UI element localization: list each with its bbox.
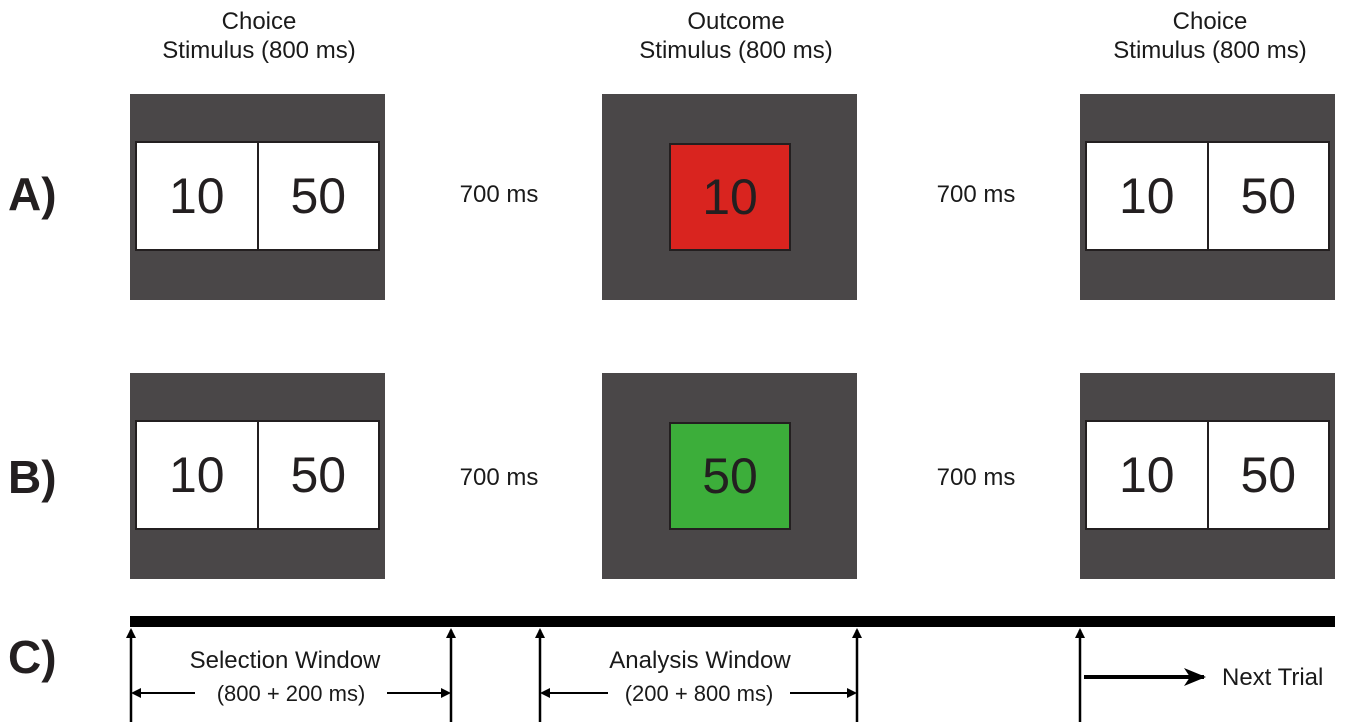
outcome-box-gain: 50	[669, 422, 791, 530]
choice-stimulus-panel: 10 50	[1080, 94, 1335, 300]
choice-options: 10 50	[135, 141, 380, 251]
choice-option-left: 10	[1118, 447, 1175, 503]
outcome-stimulus-panel: 50	[602, 373, 857, 579]
outcome-box-loss: 10	[669, 143, 791, 251]
choice-option-left: 10	[168, 447, 225, 503]
row-label-c: C)	[8, 631, 57, 683]
header-outcome: Outcome Stimulus (800 ms)	[586, 7, 886, 65]
header-line2: Stimulus (800 ms)	[162, 37, 356, 64]
header-line2: Stimulus (800 ms)	[639, 37, 833, 64]
header-line1: Outcome	[687, 8, 785, 35]
choice-option-right: 50	[256, 143, 379, 249]
choice-option-right: 50	[256, 422, 379, 528]
choice-option-left: 10	[1118, 168, 1175, 224]
selection-window-title: Selection Window	[189, 647, 381, 674]
header-choice-left: Choice Stimulus (800 ms)	[109, 7, 409, 65]
outcome-stimulus-panel: 10	[602, 94, 857, 300]
choice-option-left: 10	[168, 168, 225, 224]
row-label-a: A)	[8, 168, 57, 220]
delay-label: 700 ms	[936, 464, 1016, 491]
timeline-bar	[130, 616, 1335, 627]
choice-option-right: 50	[1206, 143, 1329, 249]
next-trial-label: Next Trial	[1222, 664, 1324, 691]
choice-options: 10 50	[1085, 141, 1330, 251]
delay-label: 700 ms	[459, 464, 539, 491]
header-line1: Choice	[1172, 8, 1248, 35]
delay-label: 700 ms	[459, 181, 539, 208]
header-choice-right: Choice Stimulus (800 ms)	[1060, 7, 1353, 65]
choice-options: 10 50	[135, 420, 380, 530]
delay-label: 700 ms	[936, 181, 1016, 208]
selection-window-duration: (800 + 200 ms)	[216, 681, 366, 706]
analysis-window-duration: (200 + 800 ms)	[624, 681, 774, 706]
choice-options: 10 50	[1085, 420, 1330, 530]
choice-option-right: 50	[1206, 422, 1329, 528]
analysis-window-title: Analysis Window	[609, 647, 791, 674]
choice-stimulus-panel: 10 50	[1080, 373, 1335, 579]
header-line2: Stimulus (800 ms)	[1113, 37, 1307, 64]
choice-stimulus-panel: 10 50	[130, 373, 385, 579]
choice-stimulus-panel: 10 50	[130, 94, 385, 300]
header-line1: Choice	[221, 8, 297, 35]
row-label-b: B)	[8, 451, 57, 503]
